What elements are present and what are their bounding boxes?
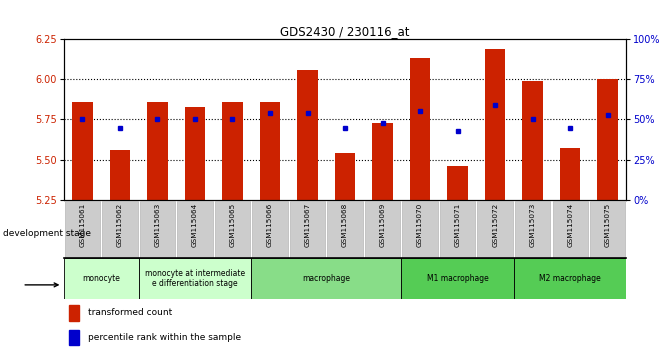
FancyBboxPatch shape	[514, 258, 626, 299]
Text: GSM115072: GSM115072	[492, 203, 498, 247]
FancyBboxPatch shape	[253, 201, 287, 258]
FancyBboxPatch shape	[290, 201, 325, 258]
FancyBboxPatch shape	[251, 258, 401, 299]
Text: GSM115075: GSM115075	[605, 203, 610, 247]
FancyBboxPatch shape	[178, 201, 212, 258]
FancyBboxPatch shape	[401, 258, 514, 299]
Text: GSM115061: GSM115061	[80, 203, 85, 247]
Text: GSM115068: GSM115068	[342, 203, 348, 247]
FancyBboxPatch shape	[215, 201, 250, 258]
Text: GSM115065: GSM115065	[230, 203, 235, 247]
Bar	[297, 69, 318, 200]
Bar	[110, 150, 130, 200]
Bar	[222, 102, 243, 200]
FancyBboxPatch shape	[139, 258, 251, 299]
Text: monocyte: monocyte	[82, 274, 120, 283]
Text: GSM115062: GSM115062	[117, 203, 123, 247]
FancyBboxPatch shape	[590, 201, 625, 258]
Bar	[335, 153, 355, 200]
Bar	[448, 166, 468, 200]
Bar	[410, 58, 430, 200]
Bar	[523, 81, 543, 200]
Text: GSM115074: GSM115074	[567, 203, 573, 247]
Bar	[72, 102, 92, 200]
FancyBboxPatch shape	[328, 201, 362, 258]
Text: monocyte at intermediate
e differentiation stage: monocyte at intermediate e differentiati…	[145, 269, 245, 289]
Bar	[147, 102, 168, 200]
Bar	[260, 102, 280, 200]
FancyBboxPatch shape	[440, 201, 475, 258]
Text: GSM115070: GSM115070	[417, 203, 423, 247]
FancyBboxPatch shape	[553, 201, 588, 258]
Text: GSM115073: GSM115073	[530, 203, 535, 247]
FancyBboxPatch shape	[140, 201, 175, 258]
Bar	[185, 107, 205, 200]
Text: development stage: development stage	[3, 229, 91, 239]
Text: percentile rank within the sample: percentile rank within the sample	[88, 333, 241, 342]
Bar	[373, 123, 393, 200]
Bar	[560, 148, 580, 200]
Title: GDS2430 / 230116_at: GDS2430 / 230116_at	[280, 25, 410, 38]
Bar	[69, 305, 80, 321]
Text: M1 macrophage: M1 macrophage	[427, 274, 488, 283]
FancyBboxPatch shape	[103, 201, 137, 258]
Bar	[598, 79, 618, 200]
Text: GSM115064: GSM115064	[192, 203, 198, 247]
FancyBboxPatch shape	[64, 258, 139, 299]
Text: transformed count: transformed count	[88, 308, 172, 318]
FancyBboxPatch shape	[515, 201, 550, 258]
Text: GSM115069: GSM115069	[380, 203, 385, 247]
Text: GSM115066: GSM115066	[267, 203, 273, 247]
Text: GSM115071: GSM115071	[455, 203, 460, 247]
FancyBboxPatch shape	[65, 201, 100, 258]
FancyBboxPatch shape	[365, 201, 400, 258]
Bar	[69, 330, 80, 346]
Text: macrophage: macrophage	[302, 274, 350, 283]
Text: GSM115067: GSM115067	[305, 203, 310, 247]
FancyBboxPatch shape	[478, 201, 513, 258]
Bar	[485, 48, 505, 200]
Text: M2 macrophage: M2 macrophage	[539, 274, 601, 283]
FancyBboxPatch shape	[403, 201, 438, 258]
Text: GSM115063: GSM115063	[155, 203, 160, 247]
